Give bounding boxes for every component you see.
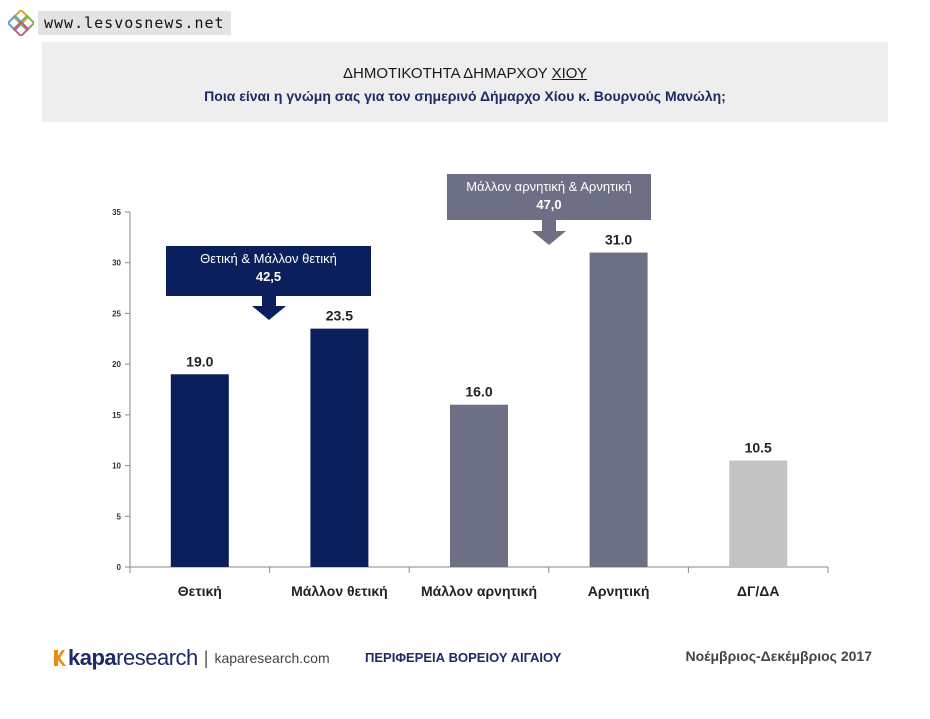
bar-value-label: 31.0: [605, 232, 632, 248]
x-category-label: Θετική: [178, 583, 222, 599]
bar: [450, 404, 508, 567]
region-label: ΠΕΡΙΦΕΡΕΙΑ ΒΟΡΕΙΟΥ ΑΙΓΑΙΟΥ: [365, 650, 562, 665]
bar-value-label: 16.0: [465, 384, 492, 400]
y-tick-label: 5: [117, 512, 122, 521]
bar: [589, 252, 648, 568]
y-tick-label: 15: [112, 411, 121, 420]
y-tick-label: 0: [117, 563, 122, 572]
x-category-label: Μάλλον αρνητική: [421, 583, 537, 599]
brand-url[interactable]: kaparesearch.com: [214, 650, 330, 666]
annotation-value: 47,0: [536, 197, 561, 212]
annotation-arrow-icon: [532, 220, 566, 245]
annotation-box: [166, 246, 371, 296]
chart-header: ΔΗΜΟΤΙΚΟΤΗΤΑ ΔΗΜΑΡΧΟΥ ΧΙΟΥ Ποια είναι η …: [42, 42, 888, 122]
chart-title-place: ΧΙΟΥ: [551, 65, 587, 82]
x-category-label: Αρνητική: [588, 583, 650, 599]
chart-title: ΔΗΜΟΤΙΚΟΤΗΤΑ ΔΗΜΑΡΧΟΥ ΧΙΟΥ: [42, 65, 888, 82]
y-tick-label: 35: [112, 208, 121, 217]
y-tick-label: 25: [112, 309, 121, 318]
lesvosnews-logo-icon: [8, 10, 34, 36]
y-tick-label: 10: [112, 462, 121, 471]
y-tick-label: 20: [112, 360, 121, 369]
x-category-label: ΔΓ/ΔΑ: [737, 583, 780, 599]
brand-name-bold: kapa: [68, 645, 117, 670]
bar: [310, 328, 369, 567]
chart-title-prefix: ΔΗΜΟΤΙΚΟΤΗΤΑ ΔΗΜΑΡΧΟΥ: [343, 65, 548, 82]
site-badge: www.lesvosnews.net: [8, 10, 231, 36]
survey-period: Νοέμβριος-Δεκέμβριος 2017: [685, 648, 873, 664]
bar-value-label: 19.0: [186, 353, 213, 369]
annotation-text: Θετική & Μάλλον θετική: [200, 251, 337, 266]
annotation-arrow-icon: [252, 296, 286, 320]
annotation-box: [447, 174, 651, 220]
site-url[interactable]: www.lesvosnews.net: [38, 11, 231, 35]
bar: [729, 460, 788, 567]
annotation-value: 42,5: [256, 269, 281, 284]
kapa-logo-icon: [54, 650, 66, 666]
bar-value-label: 23.5: [326, 308, 353, 324]
kapa-research-brand: kapa research | kaparesearch.com: [52, 645, 330, 671]
bar: [170, 374, 229, 567]
annotation-text: Μάλλον αρνητική & Αρνητική: [466, 179, 632, 194]
brand-separator: |: [203, 647, 209, 668]
bar-value-label: 10.5: [745, 440, 772, 456]
y-tick-label: 30: [112, 259, 121, 268]
brand-name-light: research: [116, 645, 198, 670]
chart-subtitle: Ποια είναι η γνώμη σας για τον σημερινό …: [204, 88, 726, 104]
x-category-label: Μάλλον θετική: [291, 583, 388, 599]
